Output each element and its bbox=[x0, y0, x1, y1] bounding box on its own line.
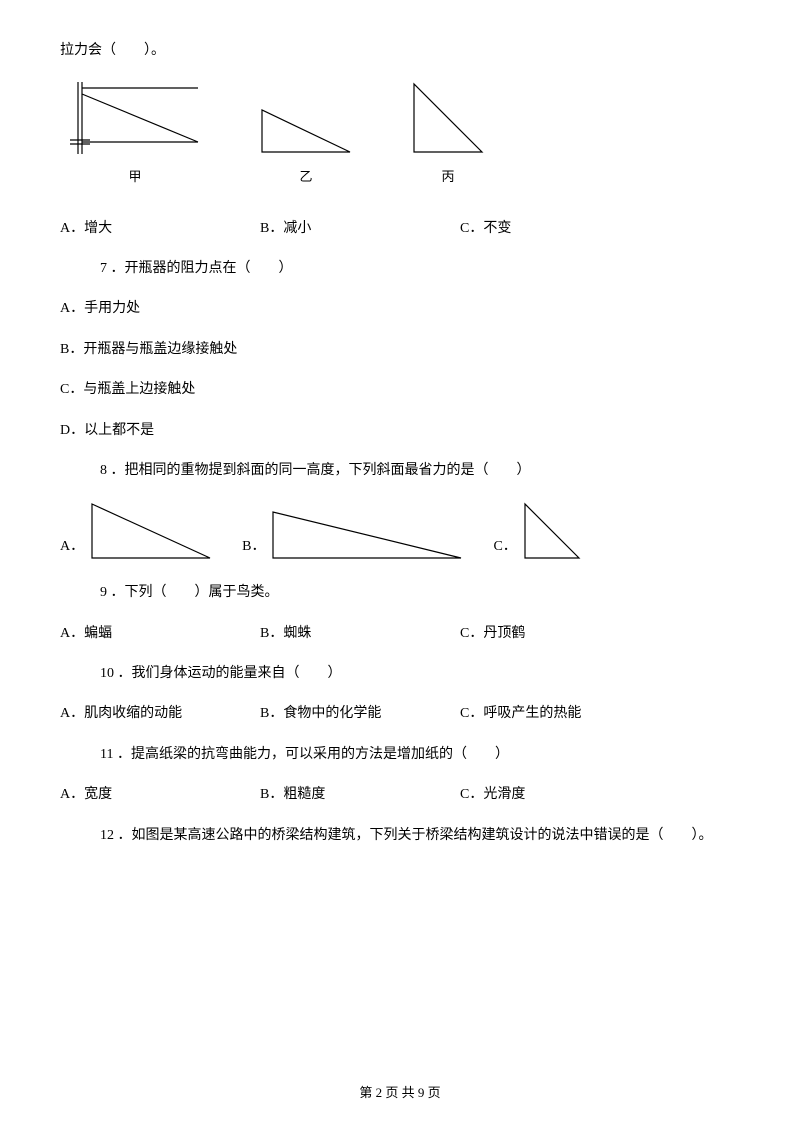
q9-b: B．蜘蛛 bbox=[260, 623, 460, 645]
intro-text: 拉力会（ ）。 bbox=[60, 40, 740, 62]
diagram-bing: 丙 bbox=[412, 82, 484, 187]
q10-c: C．呼吸产生的热能 bbox=[460, 703, 660, 725]
q7-c: C．与瓶盖上边接触处 bbox=[60, 379, 740, 401]
diagram-yi-svg bbox=[260, 104, 352, 154]
diagrams-row-1: 甲 乙 丙 bbox=[60, 82, 740, 187]
q11-b: B．粗糙度 bbox=[260, 784, 460, 806]
diagram-bing-svg bbox=[412, 82, 484, 154]
q9-c: C．丹顶鹤 bbox=[460, 623, 660, 645]
diagram-jia-svg bbox=[70, 82, 200, 154]
q10-b: B．食物中的化学能 bbox=[260, 703, 460, 725]
q8-a-svg bbox=[90, 500, 212, 560]
diagram-jia-label: 甲 bbox=[70, 167, 200, 188]
q7-d: D．以上都不是 bbox=[60, 420, 740, 442]
q7-a: A．手用力处 bbox=[60, 298, 740, 320]
choice-a: A．增大 bbox=[60, 218, 260, 240]
q11-a: A．宽度 bbox=[60, 784, 260, 806]
q11-stem: 11 ．提高纸梁的抗弯曲能力，可以采用的方法是增加纸的（ ） bbox=[60, 744, 740, 766]
q9-choices: A．蝙蝠 B．蜘蛛 C．丹顶鹤 bbox=[60, 623, 740, 645]
choice-b: B．减小 bbox=[260, 218, 460, 240]
diagram-yi-label: 乙 bbox=[260, 167, 352, 188]
q8-c-prefix: C． bbox=[493, 536, 516, 560]
q8-item-a: A． bbox=[60, 500, 212, 560]
q10-choices: A．肌肉收缩的动能 B．食物中的化学能 C．呼吸产生的热能 bbox=[60, 703, 740, 725]
q8-item-c: C． bbox=[493, 502, 580, 560]
q-diagram-choices: A．增大 B．减小 C．不变 bbox=[60, 218, 740, 240]
q8-c-svg bbox=[523, 502, 581, 560]
diagram-yi: 乙 bbox=[260, 104, 352, 187]
q8-choices-row: A． B． C． bbox=[60, 500, 740, 560]
q10-stem: 10 ．我们身体运动的能量来自（ ） bbox=[60, 663, 740, 685]
q11-choices: A．宽度 B．粗糙度 C．光滑度 bbox=[60, 784, 740, 806]
q8-stem: 8 ．把相同的重物提到斜面的同一高度，下列斜面最省力的是（ ） bbox=[60, 460, 740, 482]
q8-b-svg bbox=[271, 508, 463, 560]
q9-stem: 9 ．下列（ ）属于鸟类。 bbox=[60, 582, 740, 604]
q8-a-prefix: A． bbox=[60, 536, 84, 560]
q7-stem: 7 ．开瓶器的阻力点在（ ） bbox=[60, 258, 740, 280]
choice-c: C．不变 bbox=[460, 218, 660, 240]
q8-b-prefix: B． bbox=[242, 536, 265, 560]
diagram-bing-label: 丙 bbox=[412, 167, 484, 188]
page-footer: 第 2 页 共 9 页 bbox=[0, 1083, 800, 1104]
q11-c: C．光滑度 bbox=[460, 784, 660, 806]
q7-b: B．开瓶器与瓶盖边缘接触处 bbox=[60, 339, 740, 361]
diagram-jia: 甲 bbox=[70, 82, 200, 187]
q8-item-b: B． bbox=[242, 508, 463, 560]
q10-a: A．肌肉收缩的动能 bbox=[60, 703, 260, 725]
q9-a: A．蝙蝠 bbox=[60, 623, 260, 645]
q12-stem: 12 ．如图是某高速公路中的桥梁结构建筑，下列关于桥梁结构建筑设计的说法中错误的… bbox=[60, 825, 740, 847]
